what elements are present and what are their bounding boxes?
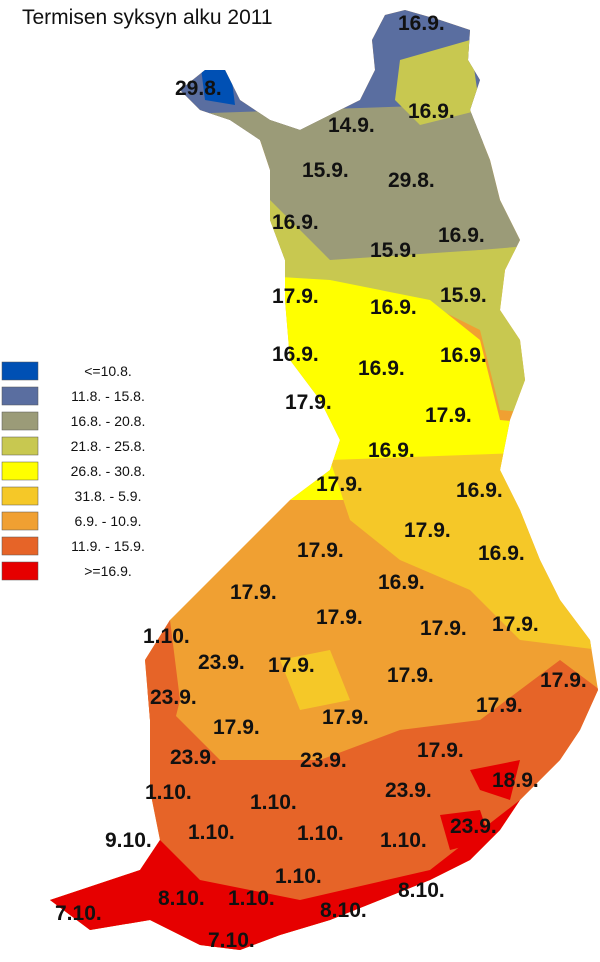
place-label: 14.9.: [328, 114, 375, 137]
place-label: 17.9.: [492, 613, 539, 636]
place-label: 17.9.: [476, 694, 523, 717]
legend-label: 31.8. - 5.9.: [75, 488, 142, 504]
place-label: 17.9.: [230, 581, 277, 604]
place-label: 17.9.: [285, 391, 332, 414]
place-label: 23.9.: [170, 746, 217, 769]
legend-label: 6.9. - 10.9.: [75, 513, 142, 529]
place-label: 23.9.: [198, 651, 245, 674]
place-label: 17.9.: [297, 539, 344, 562]
legend-swatch: [1, 461, 39, 481]
place-label: 15.9.: [370, 239, 417, 262]
legend-label: 21.8. - 25.8.: [71, 438, 146, 454]
legend-label: <=10.8.: [84, 363, 132, 379]
place-label: 1.10.: [380, 829, 427, 852]
place-label: 1.10.: [145, 781, 192, 804]
legend-swatch: [1, 511, 39, 531]
legend-label: 26.8. - 30.8.: [71, 463, 146, 479]
legend-label: 11.9. - 15.9.: [71, 538, 145, 554]
place-label: 9.10.: [105, 829, 152, 852]
place-label: 17.9.: [425, 404, 472, 427]
legend-swatch: [1, 561, 39, 581]
place-label: 23.9.: [385, 779, 432, 802]
place-label: 7.10.: [208, 929, 255, 952]
place-label: 15.9.: [302, 159, 349, 182]
place-label: 16.9.: [378, 571, 425, 594]
legend-swatch: [1, 436, 39, 456]
place-label: 16.9.: [272, 343, 319, 366]
legend-label: >=16.9.: [84, 563, 132, 579]
place-label: 17.9.: [387, 664, 434, 687]
place-label: 16.9.: [440, 344, 487, 367]
place-label: 7.10.: [55, 902, 102, 925]
legend-label: 16.8. - 20.8.: [71, 413, 146, 429]
place-label: 1.10.: [275, 865, 322, 888]
map-title: Termisen syksyn alku 2011: [22, 6, 273, 29]
place-label: 8.10.: [320, 899, 367, 922]
place-label: 1.10.: [297, 822, 344, 845]
legend-swatch: [1, 361, 39, 381]
place-label: 15.9.: [440, 284, 487, 307]
place-label: 17.9.: [404, 519, 451, 542]
place-label: 29.8.: [388, 169, 435, 192]
place-label: 8.10.: [158, 887, 205, 910]
legend-swatch: [1, 411, 39, 431]
place-label: 16.9.: [370, 296, 417, 319]
place-label: 16.9.: [358, 357, 405, 380]
place-label: 1.10.: [188, 821, 235, 844]
place-label: 16.9.: [272, 211, 319, 234]
place-label: 23.9.: [450, 815, 497, 838]
legend-label: 11.8. - 15.8.: [71, 388, 145, 404]
legend-swatch: [1, 486, 39, 506]
place-label: 23.9.: [300, 749, 347, 772]
place-label: 17.9.: [420, 617, 467, 640]
place-label: 16.9.: [398, 12, 445, 35]
legend-swatch: [1, 536, 39, 556]
place-label: 18.9.: [492, 769, 539, 792]
place-label: 17.9.: [213, 716, 260, 739]
place-label: 1.10.: [250, 791, 297, 814]
place-label: 16.9.: [408, 100, 455, 123]
place-label: 29.8.: [175, 77, 222, 100]
place-label: 23.9.: [150, 686, 197, 709]
place-label: 17.9.: [417, 739, 464, 762]
place-label: 16.9.: [368, 439, 415, 462]
place-label: 16.9.: [438, 224, 485, 247]
legend-swatch: [1, 386, 39, 406]
place-label: 17.9.: [272, 285, 319, 308]
place-label: 1.10.: [228, 887, 275, 910]
place-label: 17.9.: [316, 473, 363, 496]
place-label: 8.10.: [398, 879, 445, 902]
place-label: 1.10.: [143, 625, 190, 648]
place-label: 17.9.: [316, 606, 363, 629]
place-label: 17.9.: [268, 654, 315, 677]
place-label: 16.9.: [456, 479, 503, 502]
place-label: 16.9.: [478, 542, 525, 565]
place-label: 17.9.: [322, 706, 369, 729]
place-label: 17.9.: [540, 669, 587, 692]
